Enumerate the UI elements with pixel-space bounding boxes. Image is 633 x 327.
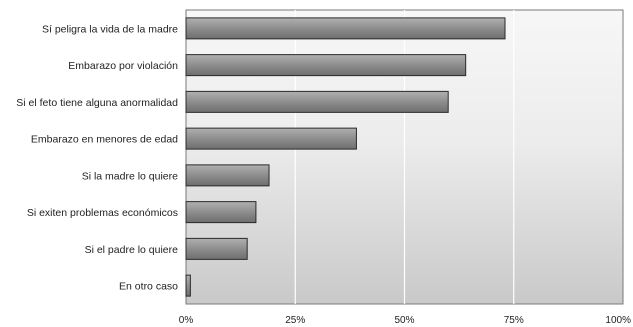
category-label: Si el feto tiene alguna anormalidad <box>16 97 178 109</box>
x-tick-label: 100% <box>605 315 631 326</box>
category-label: Si exiten problemas económicos <box>27 207 178 219</box>
bar <box>185 54 467 77</box>
x-tick-label: 50% <box>394 315 414 326</box>
category-label: Si el padre lo quiere <box>85 244 179 256</box>
x-tick-label: 75% <box>504 315 524 326</box>
bar <box>185 90 449 113</box>
x-tick-label: 25% <box>285 315 305 326</box>
category-labels: Sí peligra la vida de la madre Embarazo p… <box>16 23 178 292</box>
bar <box>185 201 257 224</box>
bar <box>185 164 270 187</box>
x-tick-labels: 0% 25% 50% 75% 100% <box>179 315 631 326</box>
category-label: Embarazo por violación <box>68 60 178 72</box>
bar <box>185 17 506 40</box>
category-label: Si la madre lo quiere <box>82 170 178 182</box>
bar <box>185 237 248 260</box>
bars <box>185 17 506 297</box>
category-label: Embarazo en menores de edad <box>31 134 178 146</box>
category-label: Sí peligra la vida de la madre <box>42 23 178 35</box>
category-label: En otro caso <box>119 281 178 293</box>
x-tick-label: 0% <box>179 315 194 326</box>
bar <box>185 274 191 297</box>
bar <box>185 127 357 150</box>
